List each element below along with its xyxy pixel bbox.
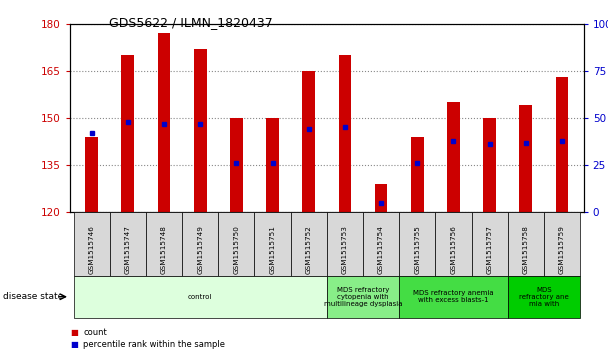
- Text: GSM1515749: GSM1515749: [197, 225, 203, 274]
- Text: GSM1515756: GSM1515756: [451, 225, 457, 274]
- Text: count: count: [83, 328, 107, 337]
- Text: GSM1515750: GSM1515750: [233, 225, 240, 274]
- Text: control: control: [188, 294, 212, 300]
- Bar: [411, 137, 424, 212]
- Text: MDS
refractory ane
mia with: MDS refractory ane mia with: [519, 287, 568, 307]
- Text: GDS5622 / ILMN_1820437: GDS5622 / ILMN_1820437: [109, 16, 273, 29]
- Text: GSM1515758: GSM1515758: [523, 225, 529, 274]
- Text: GSM1515748: GSM1515748: [161, 225, 167, 274]
- Text: MDS refractory
cytopenia with
multilineage dysplasia: MDS refractory cytopenia with multilinea…: [323, 287, 402, 307]
- Bar: [85, 137, 98, 212]
- Text: percentile rank within the sample: percentile rank within the sample: [83, 340, 226, 349]
- Text: ■: ■: [70, 328, 78, 337]
- Bar: [339, 55, 351, 212]
- Bar: [556, 77, 568, 212]
- Text: ■: ■: [70, 340, 78, 349]
- Bar: [519, 105, 532, 212]
- Bar: [266, 118, 279, 212]
- Text: GSM1515757: GSM1515757: [486, 225, 492, 274]
- Text: disease state: disease state: [3, 292, 63, 301]
- Bar: [157, 33, 170, 212]
- Bar: [122, 55, 134, 212]
- Text: GSM1515747: GSM1515747: [125, 225, 131, 274]
- Bar: [447, 102, 460, 212]
- Text: GSM1515755: GSM1515755: [414, 225, 420, 274]
- Text: GSM1515746: GSM1515746: [89, 225, 95, 274]
- Bar: [194, 49, 207, 212]
- Bar: [483, 118, 496, 212]
- Bar: [230, 118, 243, 212]
- Bar: [302, 71, 315, 212]
- Text: GSM1515754: GSM1515754: [378, 225, 384, 274]
- Text: GSM1515753: GSM1515753: [342, 225, 348, 274]
- Text: GSM1515751: GSM1515751: [269, 225, 275, 274]
- Bar: [375, 184, 387, 212]
- Text: GSM1515759: GSM1515759: [559, 225, 565, 274]
- Text: MDS refractory anemia
with excess blasts-1: MDS refractory anemia with excess blasts…: [413, 290, 494, 303]
- Text: GSM1515752: GSM1515752: [306, 225, 312, 274]
